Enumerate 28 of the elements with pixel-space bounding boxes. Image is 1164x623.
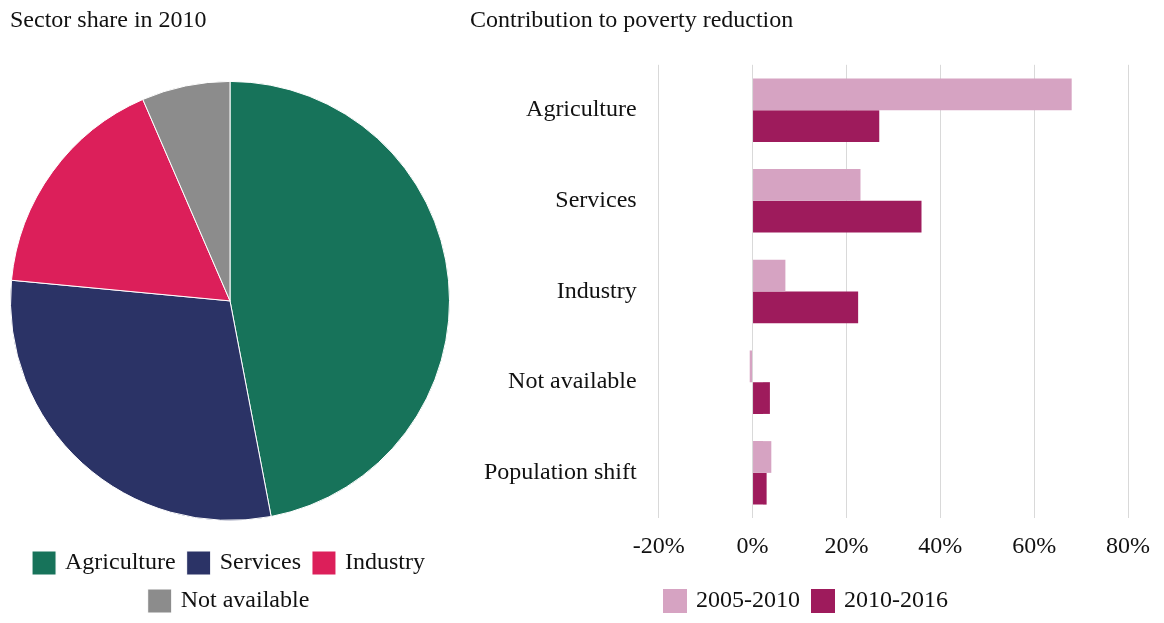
bar <box>753 472 767 505</box>
bar <box>753 110 880 142</box>
bar <box>753 291 859 324</box>
bar <box>753 78 1072 111</box>
chart-title: Sector share in 2010 <box>10 5 207 32</box>
y-tick-label: Services <box>555 186 637 213</box>
legend-label: 2005-2010 <box>696 586 801 613</box>
y-tick-label: Population shift <box>484 458 637 485</box>
y-tick-label: Not available <box>508 367 637 394</box>
y-tick-label: Industry <box>556 276 637 303</box>
x-tick-label: 40% <box>918 531 963 558</box>
legend-label: Not available <box>180 586 310 613</box>
bar <box>753 259 786 292</box>
bar <box>753 200 922 233</box>
y-tick-label: Agriculture <box>526 95 637 122</box>
legend-label: Agriculture <box>65 548 176 575</box>
legend-label: Industry <box>344 548 425 575</box>
chart-title: Contribution to poverty reduction <box>470 5 794 32</box>
bar <box>753 441 772 473</box>
legend-label: 2010-2016 <box>844 586 948 613</box>
x-tick-label: 60% <box>1012 531 1057 558</box>
x-tick-label: -20% <box>632 531 685 558</box>
bar <box>753 169 861 201</box>
legend-label: Services <box>219 548 301 575</box>
x-tick-label: 20% <box>824 531 869 558</box>
x-tick-label: 80% <box>1106 531 1150 558</box>
bar <box>753 382 770 414</box>
x-tick-label: 0% <box>736 531 769 558</box>
